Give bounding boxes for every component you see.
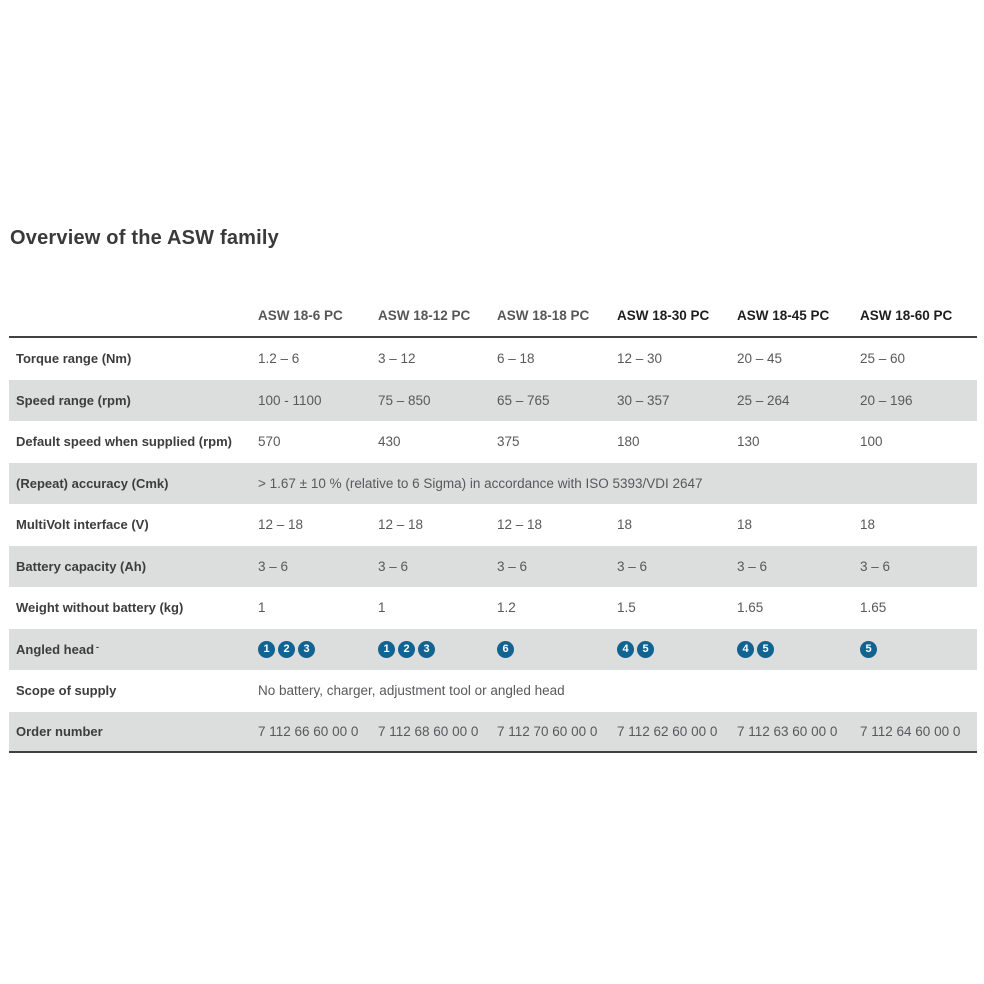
cell-value: 3 – 6 (378, 558, 409, 574)
angled-head-badge: 2 (398, 640, 415, 658)
cell-value-span: No battery, charger, adjustment tool or … (258, 683, 565, 699)
cell-value: 18 (617, 517, 633, 533)
cell-value: 1 (258, 600, 266, 616)
cell-value: 180 (617, 434, 640, 450)
angled-head-badges: 1 2 3 (378, 640, 497, 658)
row-label: Scope of supply (16, 683, 117, 699)
table-row-speed-range: Speed range (rpm) 100 - 1100 75 – 850 65… (9, 379, 977, 421)
angled-head-badge: 4 (737, 640, 754, 658)
row-label: Battery capacity (Ah) (16, 558, 147, 574)
angled-head-badge: 4 (617, 640, 634, 658)
table-header-row: ASW 18-6 PC ASW 18-12 PC ASW 18-18 PC AS… (9, 285, 977, 338)
cell-value: 100 (860, 434, 883, 450)
angled-head-badge: 6 (497, 640, 514, 658)
angled-head-badge: 5 (860, 640, 877, 658)
row-label: Default speed when supplied (rpm) (16, 434, 232, 450)
row-label: (Repeat) accuracy (Cmk) (16, 475, 169, 491)
angled-head-badges: 4 5 (617, 640, 737, 658)
cell-value: 25 – 60 (860, 351, 906, 367)
column-header-asw-18-30-pc: ASW 18-30 PC (617, 308, 710, 323)
cell-value: 6 – 18 (497, 351, 535, 367)
table-row-default-speed: Default speed when supplied (rpm) 570 43… (9, 421, 977, 463)
table-row-scope-of-supply: Scope of supply No battery, charger, adj… (9, 670, 977, 712)
table-row-weight: Weight without battery (kg) 1 1 1.2 1.5 … (9, 587, 977, 629)
angled-head-badge: 3 (298, 640, 315, 658)
cell-value-span: > 1.67 ± 10 % (relative to 6 Sigma) in a… (258, 475, 703, 491)
table-row-angled-head: Angled head - 1 2 3 1 2 3 6 4 5 4 5 (9, 628, 977, 670)
angled-head-badge: 5 (757, 640, 774, 658)
cell-value: 20 – 45 (737, 351, 783, 367)
column-header-asw-18-12-pc: ASW 18-12 PC (378, 308, 471, 323)
cell-value: 30 – 357 (617, 392, 670, 408)
cell-value: 12 – 18 (497, 517, 543, 533)
cell-value: 100 - 1100 (258, 392, 322, 408)
cell-value: 1.65 (737, 600, 764, 616)
cell-value: 3 – 6 (617, 558, 648, 574)
cell-value: 7 112 66 60 00 0 (258, 723, 359, 739)
cell-value: 12 – 18 (258, 517, 304, 533)
cell-value: 130 (737, 434, 760, 450)
angled-head-badge: 1 (378, 640, 395, 658)
cell-value: 1.2 (497, 600, 516, 616)
cell-value: 18 (737, 517, 753, 533)
cell-value: 1.2 – 6 (258, 351, 300, 367)
cell-value: 7 112 63 60 00 0 (737, 723, 838, 739)
page-title: Overview of the ASW family (10, 227, 279, 249)
row-label: Torque range (Nm) (16, 351, 132, 367)
cell-value: 1 (378, 600, 386, 616)
cell-value: 18 (860, 517, 876, 533)
column-header-asw-18-60-pc: ASW 18-60 PC (860, 308, 953, 323)
cell-value: 430 (378, 434, 401, 450)
cell-value: 3 – 6 (497, 558, 528, 574)
footnote-marker: - (96, 641, 100, 652)
row-label: Speed range (rpm) (16, 392, 131, 408)
table-row-order-number: Order number 7 112 66 60 00 0 7 112 68 6… (9, 711, 977, 753)
angled-head-badges: 1 2 3 (258, 640, 378, 658)
cell-value: 3 – 6 (860, 558, 891, 574)
angled-head-badge: 2 (278, 640, 295, 658)
cell-value: 7 112 62 60 00 0 (617, 723, 718, 739)
column-header-asw-18-45-pc: ASW 18-45 PC (737, 308, 830, 323)
cell-value: 375 (497, 434, 520, 450)
cell-value: 12 – 18 (378, 517, 424, 533)
cell-value: 20 – 196 (860, 392, 913, 408)
asw-family-table: ASW 18-6 PC ASW 18-12 PC ASW 18-18 PC AS… (9, 285, 977, 753)
row-label: Angled head - (9, 642, 258, 657)
table-row-battery-capacity: Battery capacity (Ah) 3 – 6 3 – 6 3 – 6 … (9, 545, 977, 587)
angled-head-badge: 1 (258, 640, 275, 658)
angled-head-badges: 4 5 (737, 640, 860, 658)
cell-value: 7 112 64 60 00 0 (860, 723, 961, 739)
column-header-asw-18-6-pc: ASW 18-6 PC (258, 308, 343, 323)
angled-head-badge: 5 (637, 640, 654, 658)
cell-value: 3 – 12 (378, 351, 416, 367)
cell-value: 12 – 30 (617, 351, 663, 367)
row-label: Weight without battery (kg) (16, 600, 184, 616)
cell-value: 1.5 (617, 600, 636, 616)
column-header-asw-18-18-pc: ASW 18-18 PC (497, 308, 590, 323)
table-row-repeat-accuracy: (Repeat) accuracy (Cmk) > 1.67 ± 10 % (r… (9, 462, 977, 504)
cell-value: 7 112 70 60 00 0 (497, 723, 598, 739)
angled-head-badges: 5 (860, 640, 977, 658)
cell-value: 570 (258, 434, 281, 450)
cell-value: 7 112 68 60 00 0 (378, 723, 479, 739)
cell-value: 1.65 (860, 600, 887, 616)
table-row-torque-range: Torque range (Nm) 1.2 – 6 3 – 12 6 – 18 … (9, 338, 977, 380)
cell-value: 65 – 765 (497, 392, 550, 408)
cell-value: 3 – 6 (258, 558, 289, 574)
table-row-multivolt-interface: MultiVolt interface (V) 12 – 18 12 – 18 … (9, 504, 977, 546)
row-label: MultiVolt interface (V) (16, 517, 149, 533)
angled-head-badges: 6 (497, 640, 617, 658)
angled-head-badge: 3 (418, 640, 435, 658)
cell-value: 75 – 850 (378, 392, 431, 408)
row-label: Order number (16, 723, 103, 739)
row-label-text: Angled head (16, 641, 95, 657)
cell-value: 25 – 264 (737, 392, 790, 408)
cell-value: 3 – 6 (737, 558, 768, 574)
